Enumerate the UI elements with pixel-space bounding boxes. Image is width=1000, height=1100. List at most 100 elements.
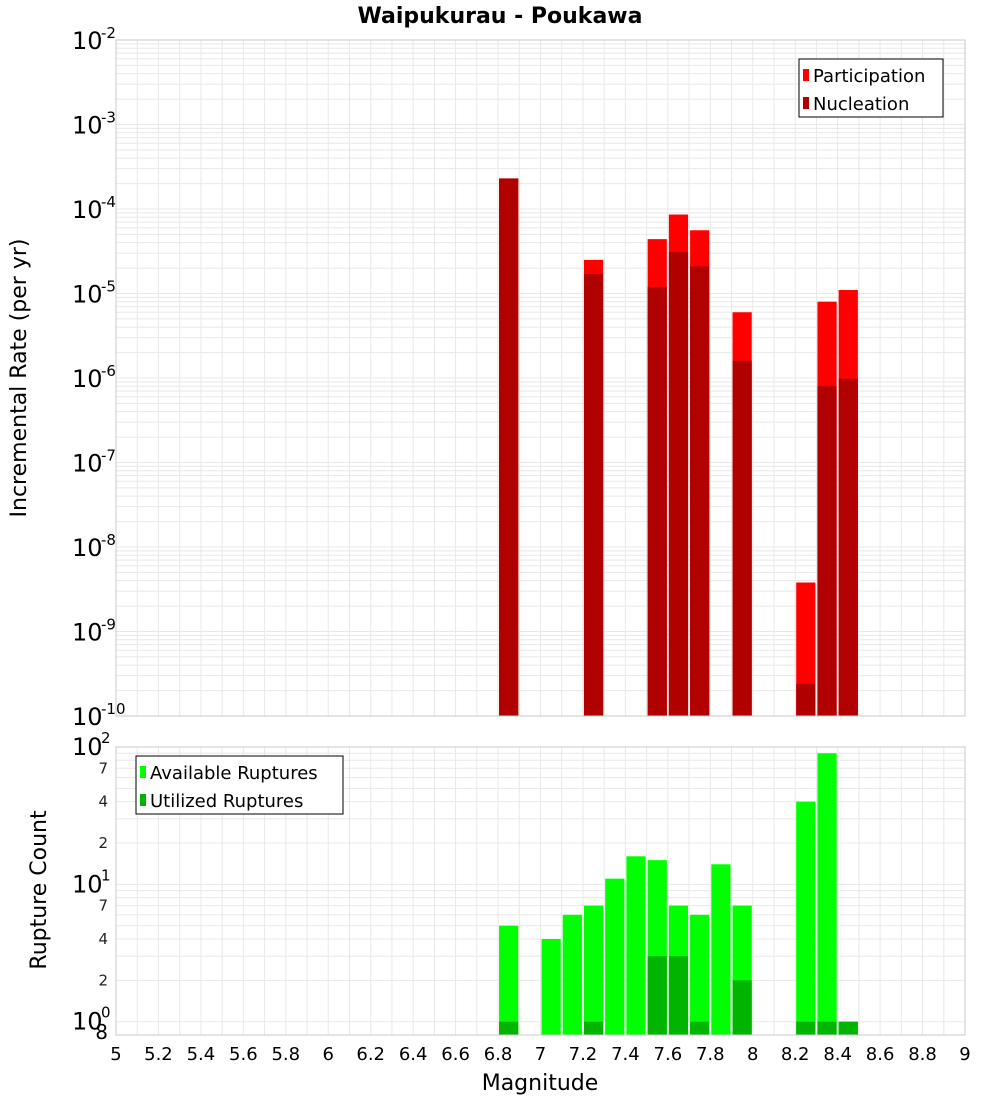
available-ruptures-bar — [605, 878, 625, 1035]
y-minor-tick-label: 7 — [98, 759, 108, 777]
chart-title: Waipukurau - Poukawa — [358, 4, 643, 29]
x-tick-label: 8 — [747, 1044, 758, 1065]
bottom-legend: Available Ruptures Utilized Ruptures — [135, 755, 344, 815]
bottom-y-axis-label: Rupture Count — [27, 810, 52, 970]
y-minor-tick-label: 4 — [98, 793, 108, 811]
y-minor-tick-label: 2 — [98, 971, 108, 989]
y-tick-label: 10 — [72, 281, 103, 309]
nucleation-bar — [838, 378, 858, 716]
legend-swatch-participation — [803, 69, 809, 81]
x-tick-label: 8.6 — [866, 1044, 895, 1065]
x-tick-label: 5.6 — [229, 1044, 258, 1065]
y-tick-exponent: -3 — [101, 109, 116, 127]
x-tick-label: 8.4 — [823, 1044, 852, 1065]
nucleation-bar — [647, 286, 667, 716]
y-tick-exponent: -10 — [101, 700, 126, 718]
x-tick-label: 5 — [110, 1044, 121, 1065]
utilized-ruptures-bar — [817, 1021, 837, 1035]
y-tick-exponent: -4 — [101, 193, 116, 211]
y-tick-label: 10 — [72, 1008, 103, 1036]
y-tick-label: 10 — [72, 733, 103, 761]
y-minor-tick-label: 2 — [98, 834, 108, 852]
utilized-ruptures-bar — [838, 1021, 858, 1035]
participation-bar — [796, 582, 816, 716]
x-tick-label: 8.8 — [908, 1044, 937, 1065]
utilized-ruptures-bar — [732, 980, 752, 1035]
y-tick-exponent: -2 — [101, 24, 116, 42]
nucleation-bar — [796, 683, 816, 716]
y-tick-label: 10 — [72, 27, 103, 55]
utilized-ruptures-bar — [690, 1021, 710, 1035]
y-tick-exponent: -5 — [101, 278, 116, 296]
available-ruptures-bar — [499, 925, 519, 1035]
available-ruptures-bar — [796, 801, 816, 1035]
nucleation-bar — [817, 386, 837, 716]
x-tick-label: 6.8 — [484, 1044, 513, 1065]
x-tick-label: 6.4 — [399, 1044, 428, 1065]
legend-swatch-utilized-ruptures — [140, 794, 146, 806]
x-tick-label: 7.2 — [569, 1044, 598, 1065]
nucleation-bar — [668, 251, 689, 717]
x-ticks: 5 5.2 5.4 5.6 5.8 6 6.2 6.4 6.6 6.8 7 7.2 7.4 7.6 7.8 8… — [110, 1044, 970, 1065]
x-tick-label: 6.6 — [441, 1044, 470, 1065]
y-tick-label: 10 — [72, 450, 103, 478]
x-tick-label: 6.2 — [356, 1044, 385, 1065]
available-ruptures-bar — [817, 753, 837, 1035]
y-tick-label: 10 — [72, 365, 103, 393]
top-plot-bars — [499, 178, 858, 717]
available-ruptures-bar — [690, 914, 710, 1035]
y-tick-exponent: 1 — [101, 866, 111, 884]
utilized-ruptures-bar — [668, 956, 689, 1035]
legend-swatch-nucleation — [803, 97, 809, 109]
available-ruptures-bar — [562, 914, 582, 1035]
available-ruptures-bar — [626, 856, 646, 1035]
y-tick-exponent: -9 — [101, 616, 116, 634]
x-tick-label: 7 — [535, 1044, 546, 1065]
x-tick-label: 9 — [959, 1044, 970, 1065]
legend-swatch-available-ruptures — [140, 766, 146, 778]
top-plot-frame — [115, 39, 966, 717]
nucleation-bar — [499, 178, 519, 717]
x-tick-label: 7.4 — [611, 1044, 640, 1065]
nucleation-bar — [583, 274, 604, 716]
legend-label-participation: Participation — [813, 66, 925, 87]
y-tick-exponent: -8 — [101, 531, 116, 549]
y-tick-exponent: -6 — [101, 362, 116, 380]
utilized-ruptures-bar — [647, 956, 667, 1035]
legend-label-nucleation: Nucleation — [813, 94, 909, 115]
y-tick-label: 10 — [72, 870, 103, 898]
utilized-ruptures-bar — [499, 1021, 519, 1035]
y-tick-exponent: 2 — [101, 729, 111, 747]
top-y-axis-label: Incremental Rate (per yr) — [7, 239, 32, 518]
y-minor-tick-label: 7 — [98, 897, 108, 915]
x-tick-label: 8.2 — [781, 1044, 810, 1065]
available-ruptures-bar — [711, 864, 731, 1035]
y-tick-label: 10 — [72, 619, 103, 647]
x-tick-label: 7.8 — [696, 1044, 725, 1065]
top-legend: Participation Nucleation — [798, 58, 944, 118]
bottom-legend-box — [135, 755, 344, 815]
x-tick-label: 5.2 — [144, 1044, 173, 1065]
available-ruptures-bar — [583, 905, 604, 1035]
y-tick-exponent: -7 — [101, 447, 116, 465]
y-tick-label: 10 — [72, 534, 103, 562]
top-plot-grid — [115, 40, 966, 717]
nucleation-bar — [690, 266, 710, 716]
y-tick-label: 10 — [72, 196, 103, 224]
nucleation-bar — [732, 360, 752, 716]
y-tick-label: 10 — [72, 112, 103, 140]
top-legend-box — [798, 58, 944, 118]
utilized-ruptures-bar — [583, 1021, 604, 1035]
legend-label-available-ruptures: Available Ruptures — [150, 763, 318, 784]
x-axis-label: Magnitude — [482, 1071, 599, 1096]
available-ruptures-bar — [541, 939, 561, 1035]
bottom-plot-bars — [499, 753, 858, 1035]
bottom-plot-frame — [115, 746, 966, 1036]
y-minor-tick-label: 8 — [95, 1020, 108, 1044]
x-tick-label: 5.4 — [187, 1044, 216, 1065]
y-tick-label: 10 — [72, 703, 103, 731]
